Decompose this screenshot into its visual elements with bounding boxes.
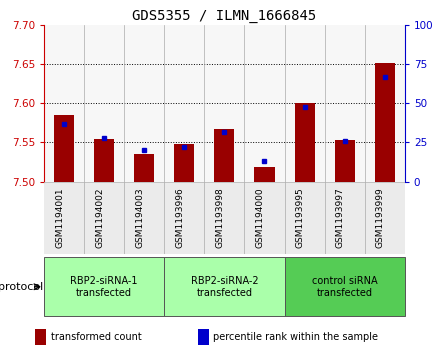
Bar — [124, 182, 164, 254]
Bar — [84, 25, 124, 182]
Bar — [44, 257, 164, 316]
Text: protocol: protocol — [0, 282, 43, 292]
Text: GSM1194001: GSM1194001 — [55, 187, 64, 248]
Bar — [164, 257, 285, 316]
Bar — [285, 25, 325, 182]
Text: GSM1194002: GSM1194002 — [95, 187, 104, 248]
Bar — [54, 115, 74, 182]
Title: GDS5355 / ILMN_1666845: GDS5355 / ILMN_1666845 — [132, 9, 316, 23]
Bar — [44, 25, 84, 182]
Text: GSM1194003: GSM1194003 — [135, 187, 144, 248]
Text: percentile rank within the sample: percentile rank within the sample — [213, 332, 378, 342]
Bar — [204, 25, 245, 182]
Bar — [325, 25, 365, 182]
Text: GSM1193996: GSM1193996 — [175, 187, 184, 248]
Bar — [198, 329, 209, 345]
Text: GSM1193998: GSM1193998 — [216, 187, 224, 248]
Bar — [254, 167, 275, 182]
Text: control siRNA
transfected: control siRNA transfected — [312, 276, 378, 298]
Text: GSM1193999: GSM1193999 — [376, 187, 385, 248]
Bar — [335, 140, 355, 182]
Bar — [245, 25, 285, 182]
Bar — [214, 129, 235, 182]
Bar — [365, 182, 405, 254]
Bar — [94, 139, 114, 182]
Bar — [375, 63, 395, 182]
Bar — [164, 182, 204, 254]
Text: GSM1194000: GSM1194000 — [256, 187, 264, 248]
Bar — [35, 329, 46, 345]
Bar — [44, 182, 84, 254]
Bar — [245, 182, 285, 254]
Text: RBP2-siRNA-1
transfected: RBP2-siRNA-1 transfected — [70, 276, 138, 298]
Text: GSM1193997: GSM1193997 — [336, 187, 345, 248]
Bar — [174, 144, 194, 182]
Bar — [285, 257, 405, 316]
Bar — [204, 182, 245, 254]
Text: GSM1193995: GSM1193995 — [296, 187, 304, 248]
Bar — [164, 25, 204, 182]
Bar — [124, 25, 164, 182]
Bar — [365, 25, 405, 182]
Text: transformed count: transformed count — [51, 332, 141, 342]
Bar — [325, 182, 365, 254]
Bar — [84, 182, 124, 254]
Bar — [134, 154, 154, 182]
Bar — [285, 182, 325, 254]
Bar — [294, 103, 315, 182]
Text: RBP2-siRNA-2
transfected: RBP2-siRNA-2 transfected — [191, 276, 258, 298]
